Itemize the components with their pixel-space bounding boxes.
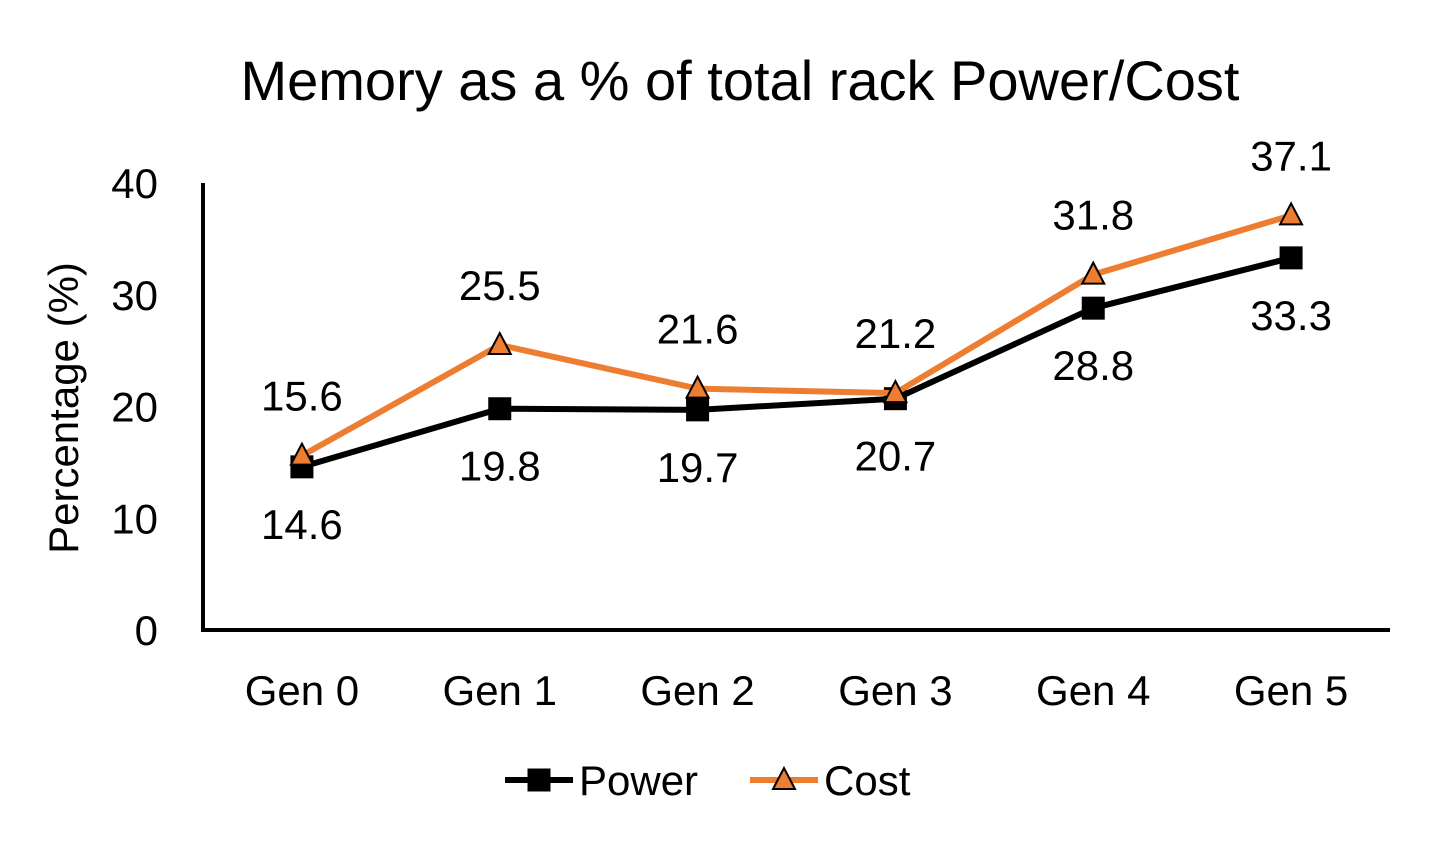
cost-point bbox=[487, 330, 513, 356]
y-tick-label: 40 bbox=[111, 160, 158, 207]
power-data-label: 19.8 bbox=[459, 443, 541, 490]
cost-point bbox=[289, 441, 315, 466]
x-tick-label: Gen 3 bbox=[838, 667, 952, 714]
legend-item-cost: Cost bbox=[750, 757, 911, 804]
legend-label: Cost bbox=[824, 757, 911, 804]
series-power bbox=[290, 246, 1303, 479]
cost-data-label: 21.6 bbox=[657, 306, 739, 353]
cost-data-label: 31.8 bbox=[1052, 192, 1134, 239]
chart-title: Memory as a % of total rack Power/Cost bbox=[240, 49, 1239, 112]
axes bbox=[201, 183, 1390, 632]
x-tick-label: Gen 1 bbox=[443, 667, 557, 714]
power-data-label: 14.6 bbox=[261, 501, 343, 548]
x-tick-label: Gen 2 bbox=[640, 667, 754, 714]
legend-marker bbox=[771, 765, 797, 790]
power-line bbox=[301, 254, 1292, 470]
data-labels: 14.6 19.8 19.7 20.7 28.8 33.3 15.6 25.5 21.6 21.2… bbox=[261, 132, 1332, 547]
series-group bbox=[289, 201, 1304, 479]
cost-point bbox=[684, 374, 711, 399]
power-data-label: 33.3 bbox=[1250, 292, 1332, 339]
series-cost bbox=[289, 201, 1304, 466]
power-point bbox=[1081, 296, 1105, 320]
x-tick-label: Gen 4 bbox=[1036, 667, 1150, 714]
power-point bbox=[1279, 246, 1303, 270]
power-data-label: 19.7 bbox=[657, 444, 739, 491]
y-tick-label: 20 bbox=[111, 384, 158, 431]
cost-point bbox=[1080, 260, 1106, 285]
legend-item-power: Power bbox=[505, 757, 698, 804]
power-data-label: 20.7 bbox=[855, 433, 937, 480]
power-data-label: 28.8 bbox=[1052, 342, 1134, 389]
cost-data-label: 21.2 bbox=[855, 310, 937, 357]
legend: Power Cost bbox=[505, 757, 911, 804]
legend-label: Power bbox=[579, 757, 698, 804]
cost-point bbox=[1278, 201, 1304, 226]
y-tick-labels: 0 10 20 30 40 bbox=[111, 160, 158, 654]
power-point bbox=[686, 398, 710, 422]
y-tick-label: 10 bbox=[111, 495, 158, 542]
y-tick-label: 30 bbox=[111, 272, 158, 319]
y-axis-label: Percentage (%) bbox=[40, 262, 87, 554]
y-tick-label: 0 bbox=[135, 607, 158, 654]
legend-marker bbox=[527, 768, 551, 792]
x-tick-labels: Gen 0 Gen 1 Gen 2 Gen 3 Gen 4 Gen 5 bbox=[245, 667, 1349, 714]
cost-data-label: 37.1 bbox=[1250, 132, 1332, 179]
cost-data-label: 15.6 bbox=[261, 373, 343, 420]
cost-line bbox=[300, 212, 1292, 459]
cost-data-label: 25.5 bbox=[459, 262, 541, 309]
cost-point bbox=[882, 378, 909, 404]
x-tick-label: Gen 5 bbox=[1234, 667, 1348, 714]
power-point bbox=[488, 397, 512, 421]
x-tick-label: Gen 0 bbox=[245, 667, 359, 714]
